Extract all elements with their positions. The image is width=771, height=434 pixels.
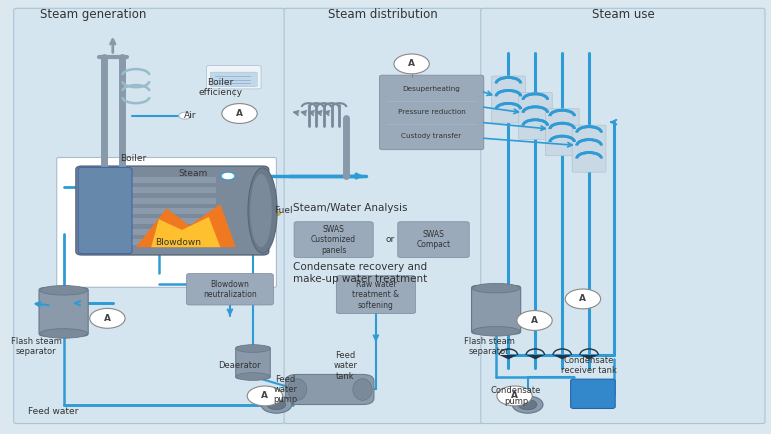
Bar xyxy=(86,229,217,235)
Ellipse shape xyxy=(248,168,278,253)
Circle shape xyxy=(179,112,191,119)
Text: Raw water
treatment &
softening: Raw water treatment & softening xyxy=(352,280,399,309)
Ellipse shape xyxy=(236,345,271,352)
Bar xyxy=(86,197,217,204)
FancyBboxPatch shape xyxy=(472,286,520,334)
Text: SWAS
Customized
panels: SWAS Customized panels xyxy=(311,225,356,254)
Circle shape xyxy=(222,104,258,123)
Text: Feed
water
tank: Feed water tank xyxy=(334,351,358,381)
FancyBboxPatch shape xyxy=(39,288,88,336)
FancyBboxPatch shape xyxy=(572,125,606,172)
Circle shape xyxy=(518,399,537,410)
Text: Boiler
efficiency: Boiler efficiency xyxy=(198,78,242,97)
Polygon shape xyxy=(499,355,517,359)
Polygon shape xyxy=(526,355,544,359)
Ellipse shape xyxy=(251,174,272,247)
Text: A: A xyxy=(236,109,243,118)
FancyBboxPatch shape xyxy=(236,346,271,379)
Text: A: A xyxy=(261,391,268,401)
Text: A: A xyxy=(104,314,111,323)
FancyBboxPatch shape xyxy=(294,222,373,257)
FancyBboxPatch shape xyxy=(207,66,261,89)
FancyBboxPatch shape xyxy=(398,222,470,257)
Circle shape xyxy=(512,396,543,413)
FancyBboxPatch shape xyxy=(210,72,258,87)
Text: Condensate
pump: Condensate pump xyxy=(491,386,541,406)
FancyBboxPatch shape xyxy=(379,75,484,150)
Circle shape xyxy=(268,399,285,410)
Circle shape xyxy=(565,289,601,309)
Ellipse shape xyxy=(473,283,520,293)
Text: Pressure reduction: Pressure reduction xyxy=(398,109,466,115)
Circle shape xyxy=(89,309,125,328)
Ellipse shape xyxy=(236,373,271,381)
Text: Deaerator: Deaerator xyxy=(218,361,261,370)
Bar xyxy=(86,177,217,183)
Circle shape xyxy=(221,172,235,180)
FancyBboxPatch shape xyxy=(285,375,374,404)
Text: Steam/Water Analysis: Steam/Water Analysis xyxy=(293,204,408,214)
Text: Air: Air xyxy=(184,111,197,120)
Ellipse shape xyxy=(353,379,372,400)
Text: Feed water: Feed water xyxy=(29,408,79,416)
FancyBboxPatch shape xyxy=(481,8,765,424)
Circle shape xyxy=(261,396,291,413)
Text: Steam: Steam xyxy=(178,169,207,178)
FancyBboxPatch shape xyxy=(78,168,132,253)
Bar xyxy=(86,239,217,245)
Polygon shape xyxy=(151,217,221,247)
Bar xyxy=(86,208,217,214)
FancyBboxPatch shape xyxy=(14,8,284,424)
Text: Blowdown: Blowdown xyxy=(155,238,201,247)
Text: Flash steam
separator: Flash steam separator xyxy=(11,337,62,356)
FancyBboxPatch shape xyxy=(284,8,483,424)
Ellipse shape xyxy=(288,379,307,400)
Ellipse shape xyxy=(40,329,87,338)
Text: A: A xyxy=(511,391,518,401)
FancyBboxPatch shape xyxy=(57,158,277,287)
Bar xyxy=(86,218,217,224)
Text: Steam use: Steam use xyxy=(592,8,655,21)
Circle shape xyxy=(497,386,532,406)
Text: Flash steam
separator: Flash steam separator xyxy=(464,337,515,356)
FancyBboxPatch shape xyxy=(518,92,552,139)
Text: A: A xyxy=(408,59,415,69)
Text: SWAS
Compact: SWAS Compact xyxy=(416,230,450,250)
FancyBboxPatch shape xyxy=(336,276,416,314)
Text: Condensate
receiver tank: Condensate receiver tank xyxy=(561,356,617,375)
Polygon shape xyxy=(553,355,571,359)
Text: Fuel: Fuel xyxy=(274,206,293,215)
Text: Steam generation: Steam generation xyxy=(40,8,146,21)
FancyBboxPatch shape xyxy=(187,273,274,305)
Polygon shape xyxy=(580,355,598,359)
Circle shape xyxy=(247,386,282,406)
Text: Desuperheating: Desuperheating xyxy=(402,85,460,92)
Text: A: A xyxy=(531,316,538,325)
Polygon shape xyxy=(136,204,236,247)
Ellipse shape xyxy=(473,326,520,336)
FancyBboxPatch shape xyxy=(76,166,269,255)
FancyBboxPatch shape xyxy=(571,379,615,408)
FancyBboxPatch shape xyxy=(545,109,579,156)
Text: A: A xyxy=(580,294,587,303)
Text: Custody transfer: Custody transfer xyxy=(402,133,462,139)
Circle shape xyxy=(394,54,429,74)
Text: Blowdown
neutralization: Blowdown neutralization xyxy=(203,279,257,299)
FancyBboxPatch shape xyxy=(492,76,525,123)
Text: Condensate recovery and
make-up water treatment: Condensate recovery and make-up water tr… xyxy=(293,262,428,284)
Text: Boiler: Boiler xyxy=(120,154,146,163)
Circle shape xyxy=(517,311,552,330)
Text: Steam distribution: Steam distribution xyxy=(328,8,438,21)
Text: or: or xyxy=(386,235,395,244)
Bar xyxy=(86,187,217,193)
Ellipse shape xyxy=(40,286,87,295)
Text: Feed
water
pump: Feed water pump xyxy=(274,375,298,404)
